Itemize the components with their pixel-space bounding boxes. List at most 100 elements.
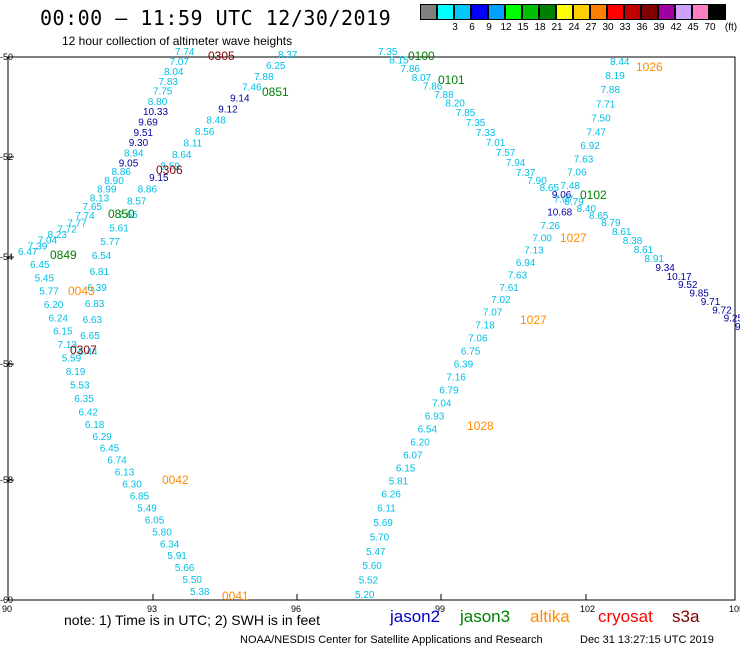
wave-height-value: 8.61 <box>612 227 632 238</box>
legend-swatch <box>539 4 556 20</box>
map-subtitle: 12 hour collection of altimeter wave hei… <box>62 34 293 48</box>
wave-height-value: 8.64 <box>172 150 192 161</box>
legend-label: 27 <box>585 22 597 33</box>
wave-height-value: 7.75 <box>153 87 173 98</box>
wave-height-value: 8.48 <box>206 116 226 127</box>
wave-height-value: 6.63 <box>83 315 103 326</box>
lon-label: 105 <box>729 604 740 614</box>
lat-label: -54 <box>0 252 13 262</box>
wave-height-value: 6.05 <box>145 515 165 526</box>
wave-height-value: 10.33 <box>143 107 168 118</box>
wave-height-value: 8.79 <box>564 197 584 208</box>
legend-swatch <box>420 4 437 20</box>
legend-swatch <box>505 4 522 20</box>
wave-height-value: 6.13 <box>115 468 135 479</box>
lat-label: -50 <box>0 52 13 62</box>
wave-height-value: 7.16 <box>446 372 466 383</box>
legend-label: 42 <box>670 22 682 33</box>
wave-height-value: 5.81 <box>389 476 409 487</box>
wave-height-value: 6.92 <box>580 141 600 152</box>
wave-height-value: 8.04 <box>164 67 184 78</box>
wave-height-value: 7.46 <box>242 83 262 94</box>
wave-height-value: 7.47 <box>587 128 607 139</box>
wave-height-value: 8.61 <box>634 245 654 256</box>
wave-height-value: 6.20 <box>410 437 430 448</box>
wave-height-value: 7.06 <box>567 168 587 179</box>
legend-label: 12 <box>500 22 512 33</box>
wave-height-value: 8.57 <box>127 197 147 208</box>
wave-height-value: 8.99 <box>97 185 117 196</box>
wave-height-value: 8.11 <box>184 139 203 150</box>
legend-swatch <box>522 4 539 20</box>
wave-height-value: 6.81 <box>90 267 110 278</box>
wave-height-value: 5.49 <box>137 504 157 515</box>
wave-height-value: 7.74 <box>175 47 195 58</box>
wave-height-value: 5.91 <box>167 551 187 562</box>
wave-height-value: 9.15 <box>149 173 169 184</box>
generated-timestamp: Dec 31 13:27:15 UTC 2019 <box>580 634 714 646</box>
wave-height-value: 8.19 <box>66 367 86 378</box>
wave-height-value: 10.17 <box>667 272 692 283</box>
map-title: 00:00 – 11:59 UTC 12/30/2019 <box>40 6 392 30</box>
pass-time-label: 0306 <box>156 163 183 177</box>
wave-height-value: 7.94 <box>506 158 526 169</box>
wave-height-value: 7.83 <box>159 77 179 88</box>
legend-swatch <box>709 4 726 20</box>
legend-swatch <box>556 4 573 20</box>
legend-swatch <box>454 4 471 20</box>
pass-time-label: 0305 <box>208 49 235 63</box>
wave-height-value: 6.79 <box>439 385 459 396</box>
wave-height-value: 7.72 <box>57 224 77 235</box>
wave-height-value: 7.63 <box>574 154 594 165</box>
wave-height-value: 8.20 <box>445 99 465 110</box>
wave-height-value: 5.69 <box>373 518 393 529</box>
legend-swatch <box>488 4 505 20</box>
wave-height-value: 5.70 <box>370 532 390 543</box>
wave-height-value: 6.07 <box>403 450 423 461</box>
pass-time-label: 0849 <box>50 248 77 262</box>
wave-height-value: 7.71 <box>596 99 616 110</box>
wave-height-value: 8.90 <box>104 176 124 187</box>
lon-label: 99 <box>435 604 445 614</box>
wave-height-value: 6.26 <box>381 489 401 500</box>
legend-swatch <box>641 4 658 20</box>
wave-height-value: 6.47 <box>18 247 38 258</box>
pass-time-label: 0101 <box>438 73 465 87</box>
legend-label: 3 <box>452 22 458 33</box>
pass-time-label: 0042 <box>162 473 189 487</box>
wave-height-value: 7.48 <box>561 181 581 192</box>
legend-label: 9 <box>486 22 492 33</box>
lon-label: 96 <box>291 604 301 614</box>
wave-height-value: 7.77 <box>67 219 87 230</box>
wave-height-value: 7.35 <box>378 47 398 58</box>
wave-height-value: 8.07 <box>412 73 432 84</box>
wave-height-value: 8.40 <box>577 204 597 215</box>
wave-height-value: 6.39 <box>87 283 107 294</box>
wave-height-value: 8.59 <box>161 162 181 173</box>
wave-height-value: 7.35 <box>466 118 486 129</box>
wave-height-value: 7.04 <box>38 236 58 247</box>
wave-height-value: 6.34 <box>160 539 180 550</box>
wave-height-value: 6.11 <box>377 504 396 515</box>
wave-height-value: 7.06 <box>468 333 488 344</box>
wave-height-value: 8.37 <box>278 50 298 61</box>
pass-time-label: 1028 <box>467 419 494 433</box>
wave-height-value: 8.23 <box>48 230 68 241</box>
wave-height-value: 5.77 <box>39 287 59 298</box>
map-frame <box>7 56 736 601</box>
legend-unit: (ft) <box>724 22 738 33</box>
legend-label: 21 <box>551 22 563 33</box>
wave-height-value: 8.65 <box>589 211 609 222</box>
wave-height-value: 5.50 <box>183 575 203 586</box>
wave-height-value: 9.69 <box>138 117 158 128</box>
legend-swatch <box>675 4 692 20</box>
pass-time-label: 0307 <box>70 343 97 357</box>
wave-height-value: 6.44 <box>78 347 98 358</box>
lat-label: -56 <box>0 359 13 369</box>
wave-height-value: 7.07 <box>554 194 574 205</box>
legend-label: 70 <box>704 22 716 33</box>
wave-height-value: 6.29 <box>92 432 112 443</box>
wave-height-value: 7.13 <box>58 340 78 351</box>
wave-height-value: 5.47 <box>366 547 386 558</box>
